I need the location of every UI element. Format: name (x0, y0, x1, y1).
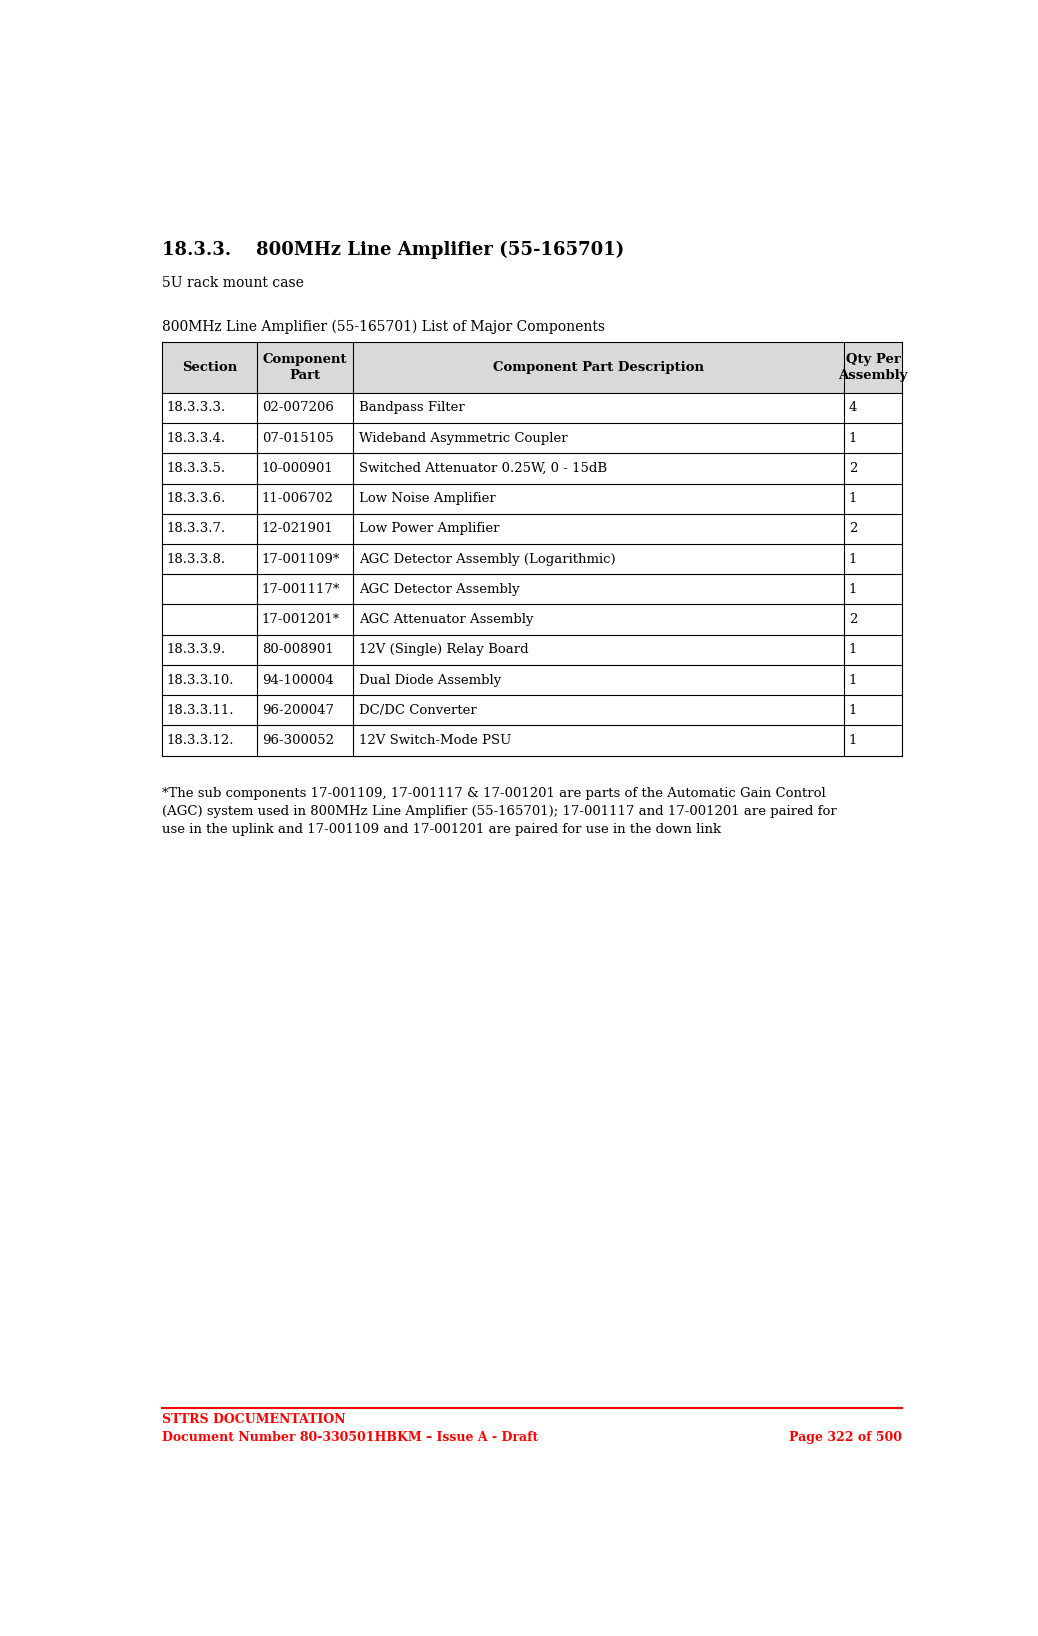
Text: AGC Detector Assembly (Logarithmic): AGC Detector Assembly (Logarithmic) (359, 553, 616, 566)
Text: Wideband Asymmetric Coupler: Wideband Asymmetric Coupler (359, 432, 568, 445)
Text: 4: 4 (849, 401, 857, 414)
Text: *The sub components 17-001109, 17-001117 & 17-001201 are parts of the Automatic : *The sub components 17-001109, 17-001117… (162, 787, 837, 836)
Text: DC/DC Converter: DC/DC Converter (359, 703, 476, 717)
Bar (162, 393, 902, 424)
Text: AGC Detector Assembly: AGC Detector Assembly (359, 582, 520, 596)
Bar (162, 453, 902, 484)
Text: AGC Attenuator Assembly: AGC Attenuator Assembly (359, 614, 534, 627)
Text: 2: 2 (849, 522, 857, 535)
Bar (162, 635, 902, 664)
Text: 18.3.3.8.: 18.3.3.8. (167, 553, 226, 566)
Bar (162, 514, 902, 545)
Text: 18.3.3.11.: 18.3.3.11. (167, 703, 235, 717)
Text: Document Number 80-330501HBKM – Issue A - Draft: Document Number 80-330501HBKM – Issue A … (162, 1432, 538, 1445)
Text: 12-021901: 12-021901 (262, 522, 333, 535)
Text: 96-200047: 96-200047 (262, 703, 333, 717)
Text: STTRS DOCUMENTATION: STTRS DOCUMENTATION (162, 1414, 346, 1427)
Text: 02-007206: 02-007206 (262, 401, 333, 414)
Text: 96-300052: 96-300052 (262, 735, 333, 748)
Text: Section: Section (182, 362, 237, 375)
Bar (162, 604, 902, 635)
Bar (162, 574, 902, 604)
Text: Page 322 of 500: Page 322 of 500 (789, 1432, 902, 1445)
Text: 2: 2 (849, 614, 857, 627)
Text: 18.3.3.    800MHz Line Amplifier (55-165701): 18.3.3. 800MHz Line Amplifier (55-165701… (162, 240, 624, 258)
Text: 94-100004: 94-100004 (262, 674, 333, 687)
Bar (162, 342, 902, 393)
Text: 17-001117*: 17-001117* (262, 582, 340, 596)
Text: Component Part Description: Component Part Description (493, 362, 704, 375)
Text: 1: 1 (849, 492, 857, 506)
Text: 18.3.3.4.: 18.3.3.4. (167, 432, 226, 445)
Text: 5U rack mount case: 5U rack mount case (162, 276, 304, 290)
Text: 1: 1 (849, 432, 857, 445)
Text: 1: 1 (849, 643, 857, 656)
Bar (162, 695, 902, 725)
Text: 800MHz Line Amplifier (55-165701) List of Major Components: 800MHz Line Amplifier (55-165701) List o… (162, 319, 605, 334)
Text: 18.3.3.10.: 18.3.3.10. (167, 674, 235, 687)
Text: 18.3.3.9.: 18.3.3.9. (167, 643, 226, 656)
Text: Bandpass Filter: Bandpass Filter (359, 401, 465, 414)
Bar (162, 545, 902, 574)
Text: 80-008901: 80-008901 (262, 643, 333, 656)
Text: 1: 1 (849, 735, 857, 748)
Text: Qty Per
Assembly: Qty Per Assembly (839, 353, 908, 383)
Text: 17-001201*: 17-001201* (262, 614, 339, 627)
Text: 18.3.3.6.: 18.3.3.6. (167, 492, 226, 506)
Text: 18.3.3.5.: 18.3.3.5. (167, 461, 226, 474)
Text: Component
Part: Component Part (263, 353, 348, 383)
Text: 12V Switch-Mode PSU: 12V Switch-Mode PSU (359, 735, 512, 748)
Text: 10-000901: 10-000901 (262, 461, 333, 474)
Text: 18.3.3.12.: 18.3.3.12. (167, 735, 235, 748)
Text: 1: 1 (849, 553, 857, 566)
Bar (162, 484, 902, 514)
Text: 2: 2 (849, 461, 857, 474)
Text: Switched Attenuator 0.25W, 0 - 15dB: Switched Attenuator 0.25W, 0 - 15dB (359, 461, 607, 474)
Text: 11-006702: 11-006702 (262, 492, 333, 506)
Bar (162, 664, 902, 695)
Bar (162, 424, 902, 453)
Text: 1: 1 (849, 582, 857, 596)
Text: Low Noise Amplifier: Low Noise Amplifier (359, 492, 496, 506)
Text: 18.3.3.3.: 18.3.3.3. (167, 401, 226, 414)
Text: Dual Diode Assembly: Dual Diode Assembly (359, 674, 501, 687)
Text: 17-001109*: 17-001109* (262, 553, 340, 566)
Text: 1: 1 (849, 674, 857, 687)
Text: 12V (Single) Relay Board: 12V (Single) Relay Board (359, 643, 528, 656)
Text: 1: 1 (849, 703, 857, 717)
Text: 07-015105: 07-015105 (262, 432, 333, 445)
Text: Low Power Amplifier: Low Power Amplifier (359, 522, 499, 535)
Text: 18.3.3.7.: 18.3.3.7. (167, 522, 226, 535)
Bar (162, 725, 902, 756)
